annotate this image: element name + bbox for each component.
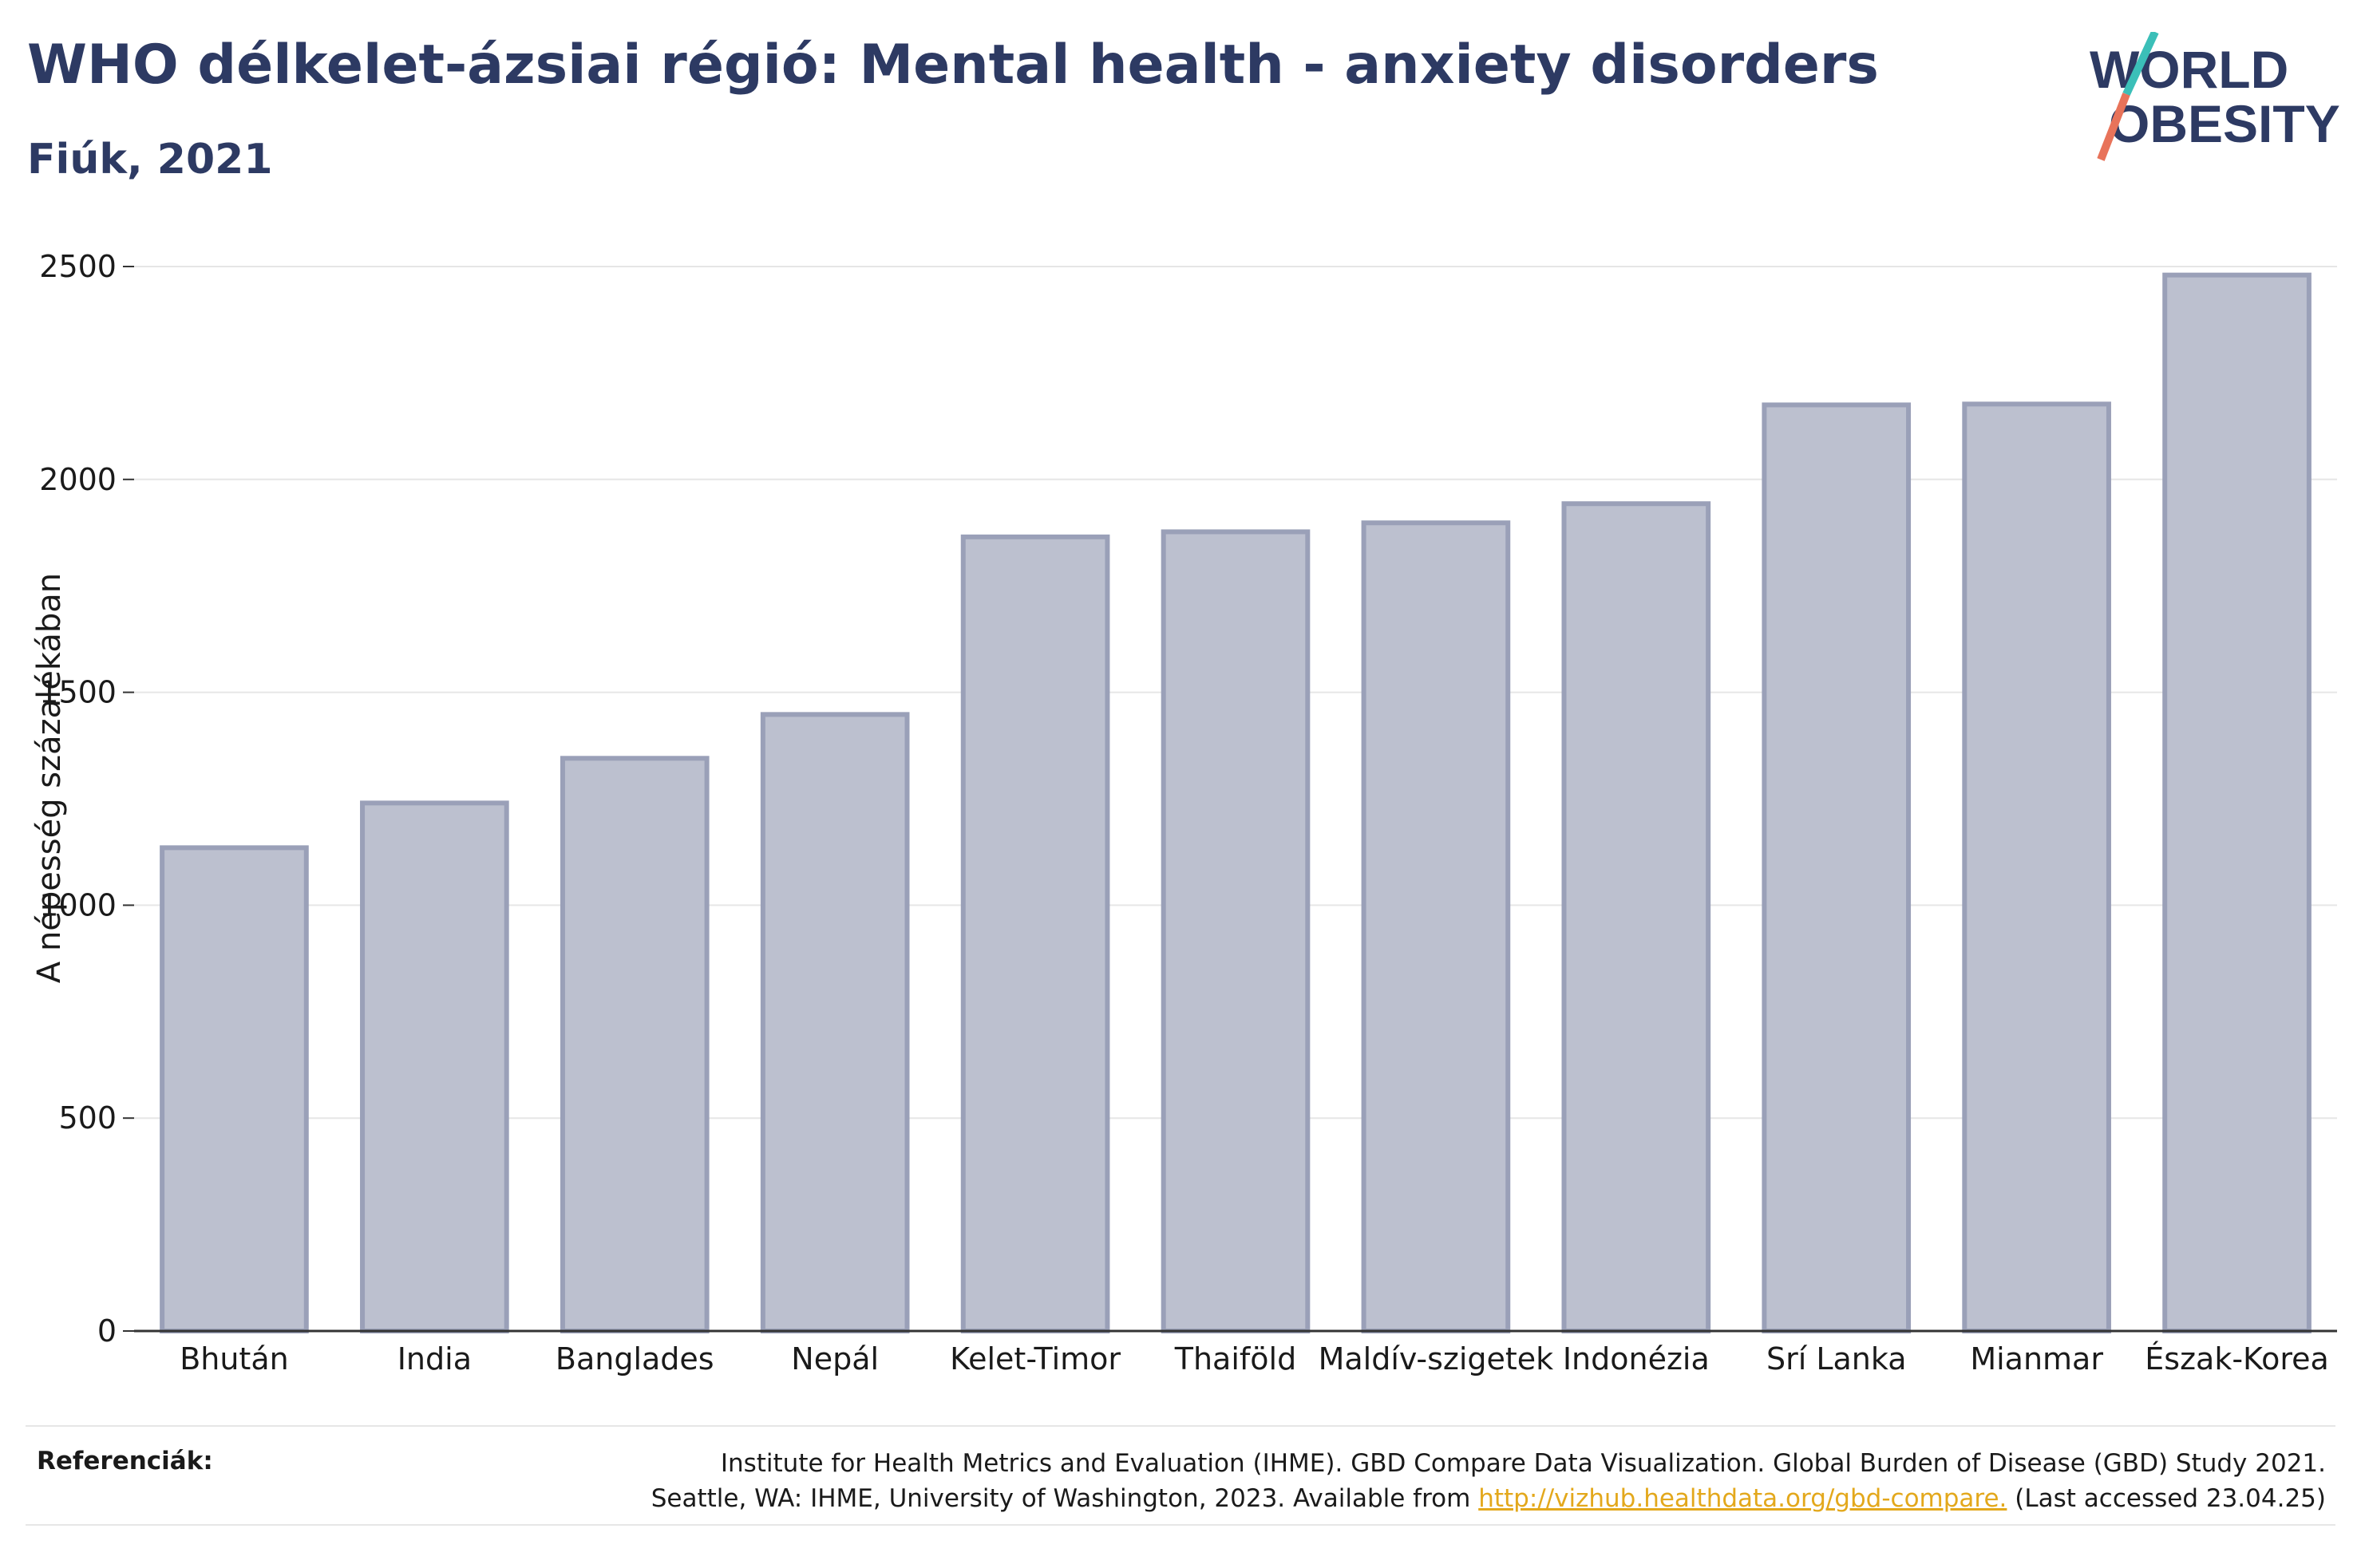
references-line1: Institute for Health Metrics and Evaluat…	[720, 1449, 2326, 1478]
bar	[1962, 401, 2111, 1334]
references-line2-suffix: (Last accessed 23.04.25)	[2007, 1484, 2326, 1513]
x-tick-label: Banglades	[556, 1341, 714, 1376]
y-tick-label: 1500	[39, 675, 117, 710]
x-tick-label: Bhután	[180, 1341, 289, 1376]
logo-line2: OBESITY	[2109, 94, 2340, 153]
bar	[360, 800, 509, 1333]
bar	[2162, 272, 2312, 1333]
bar	[560, 756, 710, 1333]
bar	[1361, 520, 1511, 1333]
chart-title: WHO délkelet-ázsiai régió: Mental health…	[27, 34, 1879, 97]
x-tick-label: India	[397, 1341, 472, 1376]
x-tick-label: Srí Lanka	[1766, 1341, 1907, 1376]
references-line2-prefix: Seattle, WA: IHME, University of Washing…	[651, 1484, 1479, 1513]
y-tick-label: 500	[58, 1100, 117, 1136]
bar	[1161, 529, 1311, 1333]
x-tick-label: Maldív-szigetek	[1319, 1341, 1554, 1376]
chart-subtitle: Fiúk, 2021	[27, 136, 273, 184]
bar	[1762, 402, 1912, 1333]
bar	[760, 712, 910, 1333]
y-tick-label: 2500	[39, 249, 117, 284]
bar	[1561, 501, 1711, 1333]
references-top-divider	[26, 1425, 2335, 1427]
logo-line1: WORLD	[2090, 40, 2288, 99]
bar	[160, 845, 309, 1333]
x-tick-label: Mianmar	[1970, 1341, 2103, 1376]
references-label: Referenciák:	[37, 1447, 213, 1475]
references-bottom-divider	[26, 1524, 2335, 1526]
x-tick-label: Kelet-Timor	[950, 1341, 1121, 1376]
x-tick-label: Észak-Korea	[2145, 1341, 2329, 1376]
references-link[interactable]: http://vizhub.healthdata.org/gbd-compare…	[1478, 1484, 2007, 1513]
x-tick-label: Nepál	[791, 1341, 879, 1376]
logo-slash-top	[2122, 32, 2159, 97]
y-tick-label: 1000	[39, 887, 117, 922]
y-axis-label: A népesség százalékában	[31, 572, 68, 984]
world-obesity-logo: WORLD OBESITY	[2090, 32, 2340, 161]
references-text: Institute for Health Metrics and Evaluat…	[651, 1446, 2326, 1516]
y-tick-label: 0	[97, 1313, 117, 1349]
y-tick-label: 2000	[39, 462, 117, 497]
bar	[960, 534, 1110, 1333]
x-tick-label: Indonézia	[1563, 1341, 1710, 1376]
x-tick-label: Thaiföld	[1174, 1341, 1296, 1376]
logo-slash-bottom	[2097, 93, 2130, 161]
bar-chart: 0 500 1000 1500 2000 2500 Bhután India Banglades…	[39, 249, 2337, 1376]
references-line2: Seattle, WA: IHME, University of Washing…	[651, 1481, 2326, 1516]
